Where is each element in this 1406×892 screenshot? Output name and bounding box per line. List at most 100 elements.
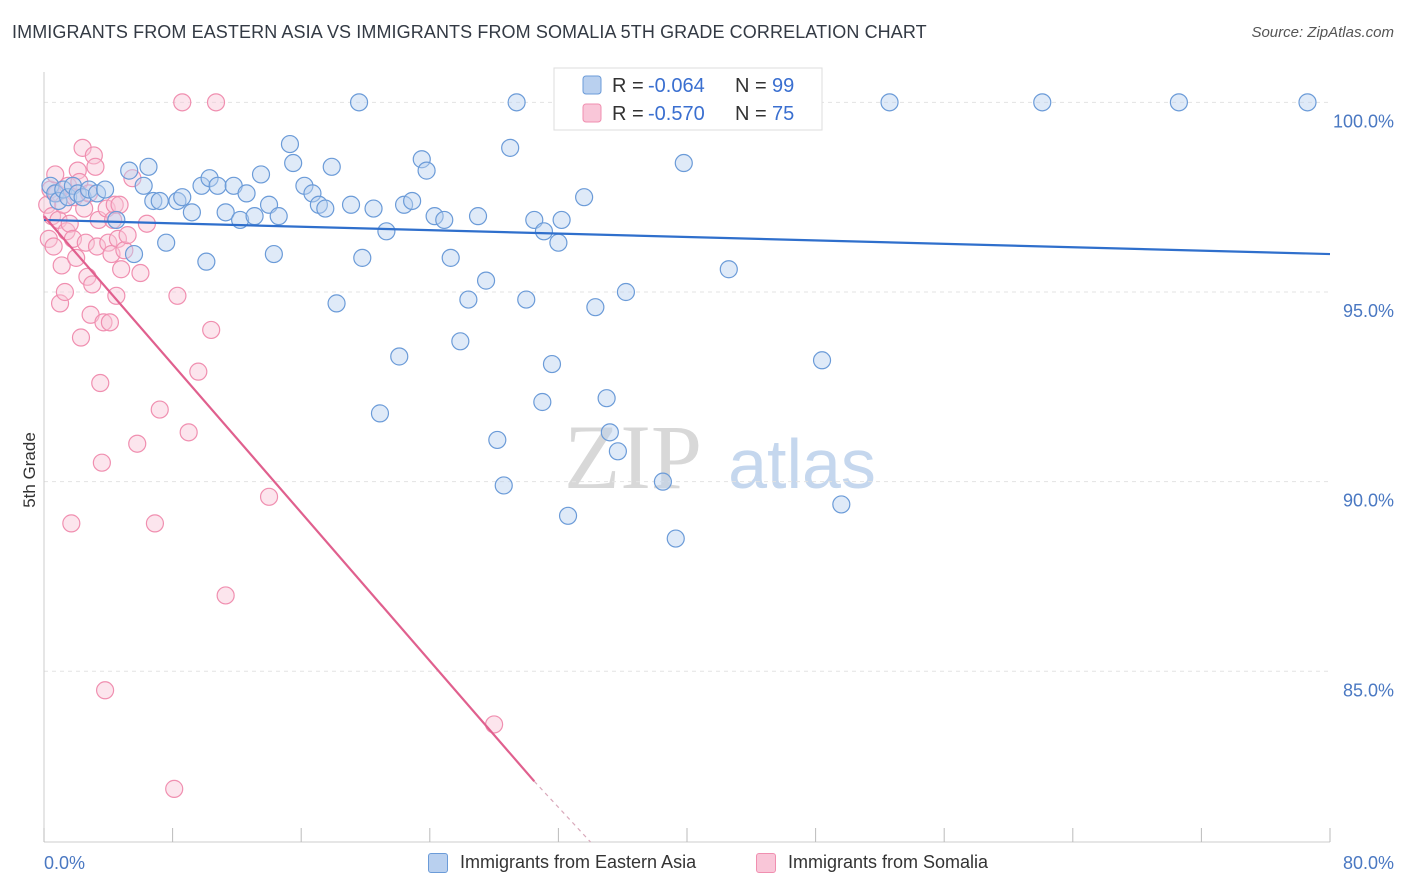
point-somalia (108, 229, 128, 248)
point-eastern-asia (134, 176, 153, 195)
point-eastern-asia (533, 392, 552, 412)
n-label-eastern-asia: N = (735, 75, 767, 97)
point-somalia (46, 165, 65, 184)
point-somalia (216, 586, 235, 605)
point-eastern-asia (435, 210, 454, 230)
point-eastern-asia (666, 529, 685, 548)
point-eastern-asia (586, 298, 605, 317)
point-somalia (67, 248, 86, 267)
point-somalia (202, 320, 221, 340)
point-somalia (105, 195, 124, 214)
point-eastern-asia (542, 354, 562, 374)
point-eastern-asia (476, 271, 496, 290)
point-eastern-asia (507, 93, 526, 112)
legend-swatch-eastern-asia (428, 852, 448, 873)
trend-line-eastern-asia (43, 218, 1331, 256)
y-tick-label: 90.0% (1343, 491, 1394, 511)
series-eastern-asia-points (41, 93, 1317, 548)
point-somalia (179, 423, 198, 442)
point-eastern-asia (245, 207, 264, 226)
point-somalia (50, 294, 70, 313)
point-somalia (165, 779, 184, 798)
point-somalia (112, 260, 131, 279)
chart-title: IMMIGRANTS FROM EASTERN ASIA VS IMMIGRAN… (12, 22, 927, 42)
point-eastern-asia (1298, 93, 1317, 112)
r-value-eastern-asia: -0.064 (648, 75, 705, 97)
point-somalia (84, 146, 103, 165)
point-somalia (189, 362, 208, 381)
point-eastern-asia (494, 476, 513, 495)
point-eastern-asia (237, 184, 256, 203)
point-eastern-asia (327, 294, 346, 313)
point-eastern-asia (150, 191, 169, 211)
y-tick-label: 85.0% (1343, 680, 1394, 700)
point-eastern-asia (468, 207, 488, 226)
legend-item-eastern-asia: Immigrants from Eastern Asia (428, 852, 696, 873)
watermark-atlas: atlas (728, 425, 876, 503)
point-eastern-asia (280, 134, 300, 154)
point-eastern-asia (674, 153, 693, 173)
point-eastern-asia (616, 282, 636, 302)
r-value-somalia: -0.570 (648, 103, 705, 125)
point-eastern-asia (403, 191, 422, 211)
point-eastern-asia (173, 188, 192, 207)
point-eastern-asia (197, 252, 216, 271)
point-somalia (71, 328, 91, 347)
x-tick-label-max: 80.0% (1343, 853, 1394, 873)
point-eastern-asia (501, 138, 520, 157)
point-eastern-asia (451, 332, 470, 351)
point-eastern-asia (107, 210, 126, 230)
point-eastern-asia (552, 210, 571, 230)
point-eastern-asia (139, 157, 158, 176)
legend-swatch-somalia (756, 852, 776, 873)
point-eastern-asia (95, 180, 115, 199)
point-somalia (87, 237, 107, 256)
x-tick-label-min: 0.0% (44, 853, 85, 873)
point-somalia (83, 275, 102, 294)
point-somalia (128, 434, 147, 453)
point-eastern-asia (370, 404, 390, 423)
point-eastern-asia (353, 248, 372, 267)
point-somalia (92, 453, 111, 472)
stats-swatch-somalia (582, 103, 602, 123)
point-eastern-asia (1169, 93, 1188, 112)
point-somalia (52, 256, 71, 275)
point-eastern-asia (600, 423, 619, 442)
n-value-somalia: 75 (772, 103, 794, 125)
point-somalia (115, 241, 134, 260)
stats-swatch-eastern-asia (582, 75, 602, 95)
point-somalia (86, 157, 105, 176)
point-eastern-asia (597, 389, 616, 408)
point-somalia (206, 93, 226, 112)
stats-legend: R = -0.064 N = 99 R = -0.570 N = 75 (553, 67, 823, 131)
point-eastern-asia (880, 93, 899, 112)
point-somalia (168, 286, 187, 305)
point-eastern-asia (719, 260, 738, 279)
point-eastern-asia (284, 153, 303, 173)
point-somalia (55, 282, 74, 302)
y-tick-labels: 85.0% 90.0% 95.0% 100.0% (1333, 111, 1394, 700)
point-eastern-asia (208, 176, 227, 195)
point-eastern-asia (653, 472, 672, 491)
point-somalia (44, 237, 63, 256)
point-eastern-asia (412, 150, 431, 169)
point-eastern-asia (549, 233, 568, 252)
point-somalia (94, 313, 113, 332)
y-tick-label: 95.0% (1343, 301, 1394, 321)
point-eastern-asia (441, 248, 460, 267)
point-somalia (145, 514, 165, 533)
point-eastern-asia (269, 207, 288, 226)
point-eastern-asia (459, 290, 478, 309)
trend-line-somalia-extension (533, 780, 591, 843)
point-somalia (76, 233, 95, 252)
axes (43, 72, 1331, 843)
point-somalia (110, 195, 129, 214)
point-somalia (173, 93, 192, 112)
point-somalia (107, 286, 126, 305)
point-somalia (91, 373, 110, 393)
point-eastern-asia (124, 244, 144, 264)
point-eastern-asia (364, 199, 383, 218)
point-eastern-asia (303, 184, 322, 203)
point-eastern-asia (812, 351, 832, 370)
point-eastern-asia (144, 191, 163, 211)
